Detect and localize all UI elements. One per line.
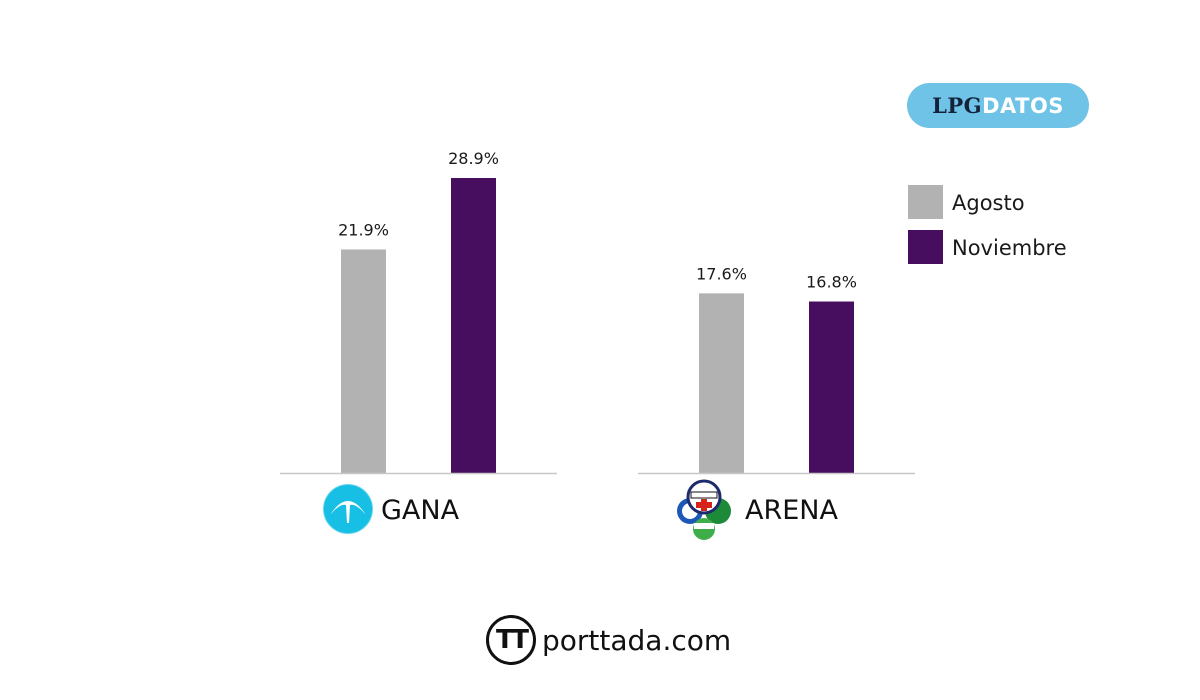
- bar-arena-noviembre: [809, 301, 854, 473]
- legend-label-agosto: Agosto: [952, 191, 1025, 215]
- data-label-gana-noviembre: 28.9%: [448, 149, 499, 168]
- data-label-gana-agosto: 21.9%: [338, 220, 389, 239]
- legend-swatch-agosto: [908, 185, 943, 219]
- legend: Agosto Noviembre: [908, 185, 1067, 264]
- data-label-arena-noviembre: 16.8%: [806, 273, 857, 292]
- badge-part-datos: DATOS: [982, 93, 1064, 118]
- category-label-gana: GANA: [381, 495, 460, 526]
- lpg-datos-badge: LPG DATOS: [907, 83, 1089, 128]
- arena-coalition-logo-icon: [677, 479, 731, 540]
- footer-brand: TT porttada.com: [486, 613, 731, 667]
- bars-layer: [341, 178, 854, 473]
- badge-part-lpg: LPG: [932, 93, 983, 118]
- gana-logo-icon: [322, 483, 374, 535]
- legend-swatch-noviembre: [908, 230, 943, 264]
- category-label-arena: ARENA: [745, 495, 838, 526]
- porttada-logo-icon: TT: [486, 615, 536, 665]
- labels-layer: 21.9% 28.9% 17.6% 16.8%: [338, 149, 857, 292]
- brand-website-text: porttada.com: [542, 623, 732, 657]
- legend-label-noviembre: Noviembre: [952, 236, 1067, 260]
- bar-arena-agosto: [699, 293, 744, 473]
- bar-gana-agosto: [341, 249, 386, 473]
- bar-gana-noviembre: [451, 178, 496, 473]
- data-label-arena-agosto: 17.6%: [696, 264, 747, 283]
